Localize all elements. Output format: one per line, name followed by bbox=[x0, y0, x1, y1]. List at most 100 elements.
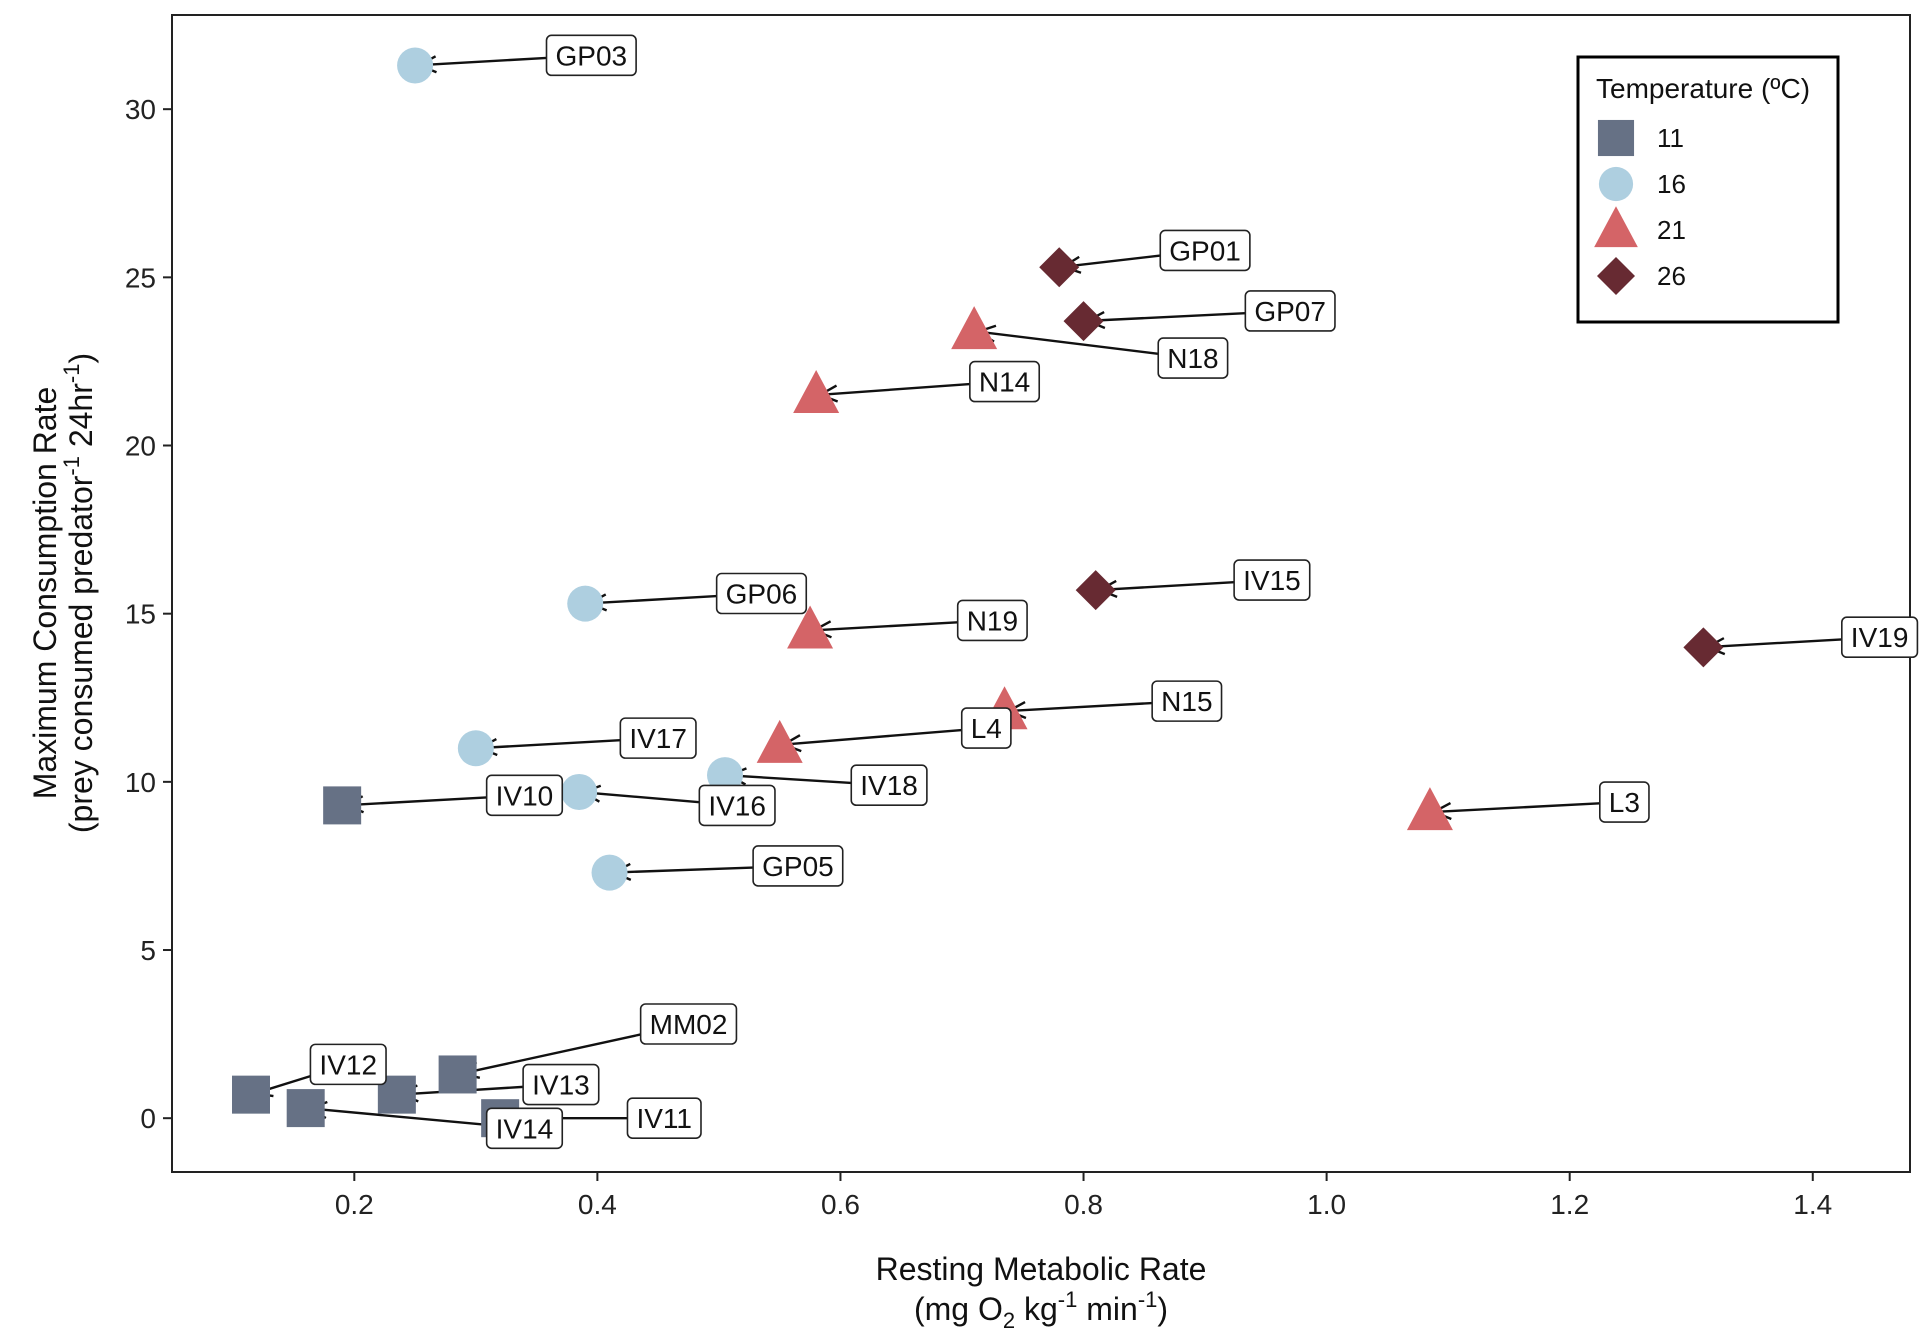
y-tick-label: 0 bbox=[140, 1103, 156, 1134]
data-label-n14: N14 bbox=[969, 360, 1041, 403]
label-text: L3 bbox=[1609, 787, 1640, 818]
label-text: N19 bbox=[967, 605, 1018, 636]
data-label-l4: L4 bbox=[960, 707, 1012, 749]
label-text: GP03 bbox=[556, 40, 628, 71]
label-text: IV12 bbox=[319, 1049, 377, 1080]
data-label-iv14: IV14 bbox=[485, 1107, 564, 1150]
data-label-n15: N15 bbox=[1151, 680, 1223, 722]
label-box bbox=[715, 572, 808, 615]
label-box bbox=[1151, 680, 1223, 722]
label-text: N14 bbox=[979, 367, 1030, 398]
arrow-line bbox=[1433, 802, 1600, 814]
data-label-iv19: IV19 bbox=[1841, 616, 1919, 659]
arrow-line bbox=[309, 1107, 487, 1126]
label-text: IV17 bbox=[629, 723, 687, 754]
arrow-line bbox=[1008, 701, 1153, 713]
label-text: IV14 bbox=[496, 1113, 554, 1144]
data-point-n19 bbox=[787, 605, 834, 649]
label-box bbox=[639, 1003, 738, 1045]
legend-swatch-16 bbox=[1598, 166, 1634, 202]
data-point-gp05 bbox=[591, 854, 628, 891]
arrow-line bbox=[613, 866, 754, 874]
label-text: GP07 bbox=[1254, 296, 1326, 327]
legend-label-21: 21 bbox=[1657, 215, 1686, 245]
label-text: N18 bbox=[1167, 343, 1218, 374]
label-box bbox=[1233, 559, 1311, 601]
data-label-iv11: IV11 bbox=[626, 1097, 702, 1139]
label-box bbox=[969, 360, 1041, 403]
label-text: IV16 bbox=[708, 790, 766, 821]
label-box bbox=[1159, 229, 1251, 272]
data-point-l4 bbox=[756, 719, 803, 763]
data-point-gp06 bbox=[567, 585, 604, 622]
label-text: GP05 bbox=[762, 851, 834, 882]
data-label-mm02: MM02 bbox=[639, 1003, 738, 1045]
arrow-line bbox=[461, 1033, 641, 1075]
data-point-mm02 bbox=[438, 1055, 477, 1094]
y-tick-label: 10 bbox=[125, 767, 156, 798]
arrow-line bbox=[589, 594, 717, 605]
label-text: GP06 bbox=[726, 579, 798, 610]
legend-swatch-11 bbox=[1597, 119, 1635, 157]
legend-swatch-26 bbox=[1597, 257, 1635, 295]
label-box bbox=[698, 784, 776, 827]
legend-label-16: 16 bbox=[1657, 169, 1686, 199]
data-label-gp06: GP06 bbox=[715, 572, 808, 615]
label-box bbox=[1157, 337, 1229, 379]
y-tick-label: 30 bbox=[125, 94, 156, 125]
legend-label-11: 11 bbox=[1657, 123, 1684, 153]
arrow-line bbox=[820, 382, 970, 396]
x-tick-label: 0.6 bbox=[821, 1189, 860, 1220]
x-tick-label: 0.2 bbox=[335, 1189, 374, 1220]
label-box bbox=[485, 1107, 564, 1150]
label-text: IV10 bbox=[496, 780, 554, 811]
y-tick-label: 5 bbox=[140, 935, 156, 966]
label-text: MM02 bbox=[650, 1009, 728, 1040]
legend-swatch-21 bbox=[1594, 206, 1638, 248]
x-tick-label: 1.2 bbox=[1550, 1189, 1589, 1220]
y-axis: 0 5 10 15 20 25 30 bbox=[125, 94, 172, 1134]
label-box bbox=[1244, 290, 1336, 332]
label-box bbox=[752, 845, 844, 887]
x-tick-label: 0.4 bbox=[578, 1189, 617, 1220]
data-label-iv12: IV12 bbox=[309, 1043, 387, 1086]
label-box bbox=[1841, 616, 1919, 659]
data-label-iv10: IV10 bbox=[485, 774, 564, 817]
label-text: IV15 bbox=[1243, 565, 1301, 596]
label-box bbox=[309, 1043, 387, 1086]
label-text: IV19 bbox=[1851, 622, 1909, 653]
data-point-iv16 bbox=[561, 773, 598, 810]
x-axis-title: Resting Metabolic Rate bbox=[876, 1251, 1207, 1287]
arrow-line bbox=[346, 796, 487, 807]
legend-label-26: 26 bbox=[1657, 261, 1686, 291]
y-tick-label: 20 bbox=[125, 431, 156, 462]
arrow-line bbox=[814, 621, 958, 632]
label-box bbox=[1599, 781, 1650, 823]
label-text: IV11 bbox=[636, 1103, 692, 1134]
data-label-gp03: GP03 bbox=[545, 34, 637, 77]
y-axis-subtitle: (prey consumed predator-1 24hr-1) bbox=[59, 353, 99, 833]
data-point-iv15 bbox=[1075, 570, 1116, 611]
x-axis-subtitle: (mg O2 kg-1 min-1) bbox=[914, 1287, 1168, 1333]
data-label-n19: N19 bbox=[956, 599, 1028, 642]
label-box bbox=[545, 34, 637, 77]
data-point-l3 bbox=[1406, 787, 1453, 831]
arrow-line bbox=[419, 56, 547, 67]
data-point-iv18 bbox=[707, 757, 743, 794]
label-text: N15 bbox=[1161, 686, 1212, 717]
y-axis-title: Maximum Consumption Rate bbox=[27, 387, 63, 800]
x-tick-label: 1.4 bbox=[1793, 1189, 1832, 1220]
data-label-l3: L3 bbox=[1599, 781, 1650, 823]
data-label-gp01: GP01 bbox=[1159, 229, 1251, 272]
label-box bbox=[960, 707, 1012, 749]
label-box bbox=[522, 1063, 600, 1106]
arrow-line bbox=[479, 739, 621, 750]
label-text: IV13 bbox=[532, 1070, 590, 1101]
data-point-gp01 bbox=[1039, 247, 1080, 288]
data-point-iv17 bbox=[457, 730, 494, 767]
label-box bbox=[626, 1097, 702, 1139]
data-label-iv17: IV17 bbox=[619, 717, 697, 759]
label-box bbox=[485, 774, 564, 817]
data-point-n18 bbox=[951, 306, 998, 350]
